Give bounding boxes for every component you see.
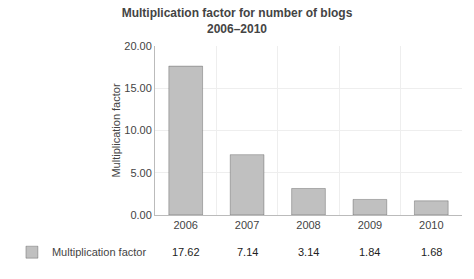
svg-text:3.14: 3.14 [298, 246, 319, 258]
svg-text:1.84: 1.84 [359, 246, 380, 258]
svg-text:17.62: 17.62 [172, 246, 200, 258]
svg-text:Multiplication factor: Multiplication factor [110, 83, 122, 177]
svg-text:2007: 2007 [235, 219, 259, 231]
svg-text:Multiplication factor: Multiplication factor [52, 246, 146, 258]
svg-text:20.00: 20.00 [124, 40, 152, 52]
svg-text:0.00: 0.00 [130, 209, 151, 221]
svg-text:Multiplication factor for numb: Multiplication factor for number of blog… [122, 6, 353, 36]
svg-text:2010: 2010 [419, 219, 443, 231]
svg-text:2008: 2008 [296, 219, 320, 231]
svg-text:1.68: 1.68 [421, 246, 442, 258]
svg-text:5.00: 5.00 [130, 167, 151, 179]
svg-text:2006: 2006 [173, 219, 197, 231]
svg-text:7.14: 7.14 [237, 246, 258, 258]
svg-text:15.00: 15.00 [124, 82, 152, 94]
svg-text:10.00: 10.00 [124, 124, 152, 136]
svg-text:2009: 2009 [358, 219, 382, 231]
